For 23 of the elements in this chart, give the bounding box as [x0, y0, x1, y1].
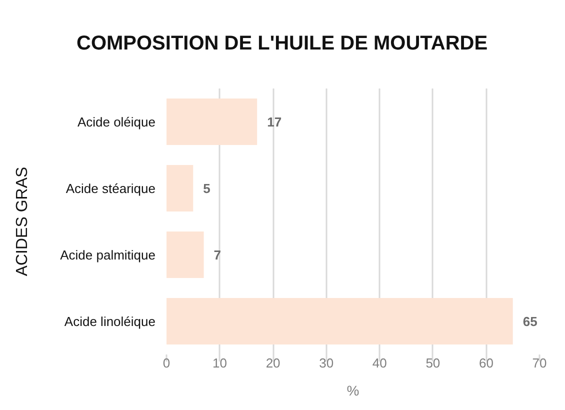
y-tick-label: Acide oléique: [77, 114, 156, 130]
x-tick-label: 0: [162, 356, 170, 370]
data-label: 65: [522, 314, 538, 329]
x-tick-label: 70: [532, 356, 547, 370]
x-tick-label: 60: [478, 356, 494, 370]
data-label: 7: [214, 247, 222, 262]
x-tick-label: 50: [426, 356, 440, 370]
x-tick-label: 40: [372, 356, 387, 370]
x-tick-label: 20: [266, 356, 280, 370]
data-label: 17: [267, 114, 282, 130]
x-axis-title: %: [346, 382, 360, 398]
bar: [166, 164, 194, 212]
data-label: 5: [203, 180, 210, 196]
y-tick-label: Acide stéarique: [66, 180, 156, 196]
y-tick-label: Acide palmitique: [60, 247, 156, 262]
bar: [166, 98, 258, 146]
x-tick-label: 30: [319, 356, 334, 370]
y-axis-title: ACIDES GRAS: [14, 166, 32, 276]
y-tick-label: Acide linoléique: [64, 314, 156, 329]
bar: [166, 298, 513, 345]
chart-title: COMPOSITION DE L'HUILE DE MOUTARDE: [76, 32, 488, 54]
bar: [166, 231, 204, 278]
x-tick-label: 10: [212, 356, 228, 370]
